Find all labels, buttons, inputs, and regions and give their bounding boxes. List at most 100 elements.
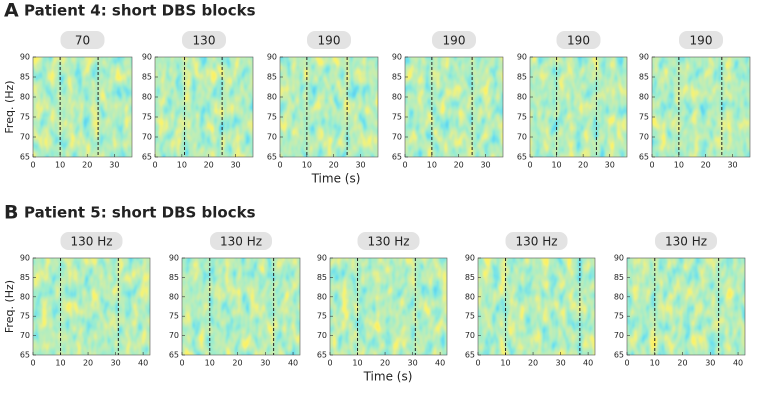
y-tick-label: 65 [20,153,30,162]
section-heading: Patient 4: short DBS blocks [24,2,256,20]
spectrogram [627,258,745,355]
title-box [357,232,420,250]
x-tick-label: 0 [624,359,629,368]
panel-title: 70 [75,34,90,48]
plot-frame [329,257,448,356]
x-tick-label: 10 [205,359,215,368]
y-axis-label: Freq. (Hz) [3,280,16,333]
y-tick-label: 65 [392,153,402,162]
y-tick-label: 80 [20,292,30,301]
x-tick-label: 40 [583,359,593,368]
x-tick-label: 30 [705,359,715,368]
y-tick-label: 90 [142,53,152,62]
title-box [432,31,476,49]
plot-frame [626,257,746,356]
x-tick-label: 10 [427,161,437,170]
y-tick-label: 80 [267,93,277,102]
y-tick-label: 90 [639,53,649,62]
x-tick-label: 20 [701,161,711,170]
x-tick-label: 20 [204,161,214,170]
plot-frame [477,257,596,356]
y-tick-label: 85 [392,73,402,82]
y-tick-label: 65 [169,351,179,360]
y-tick-label: 70 [392,133,402,142]
y-tick-label: 80 [317,292,327,301]
y-tick-label: 75 [517,113,527,122]
title-box [505,232,568,250]
panel-title: 130 [193,34,216,48]
title-box [60,31,105,49]
x-tick-label: 10 [55,359,65,368]
panel-title: 130 Hz [220,235,262,249]
title-box [655,232,717,250]
y-tick-label: 85 [267,73,277,82]
title-box [679,31,723,49]
y-axis-label: Freq. (Hz) [3,80,16,133]
x-tick-label: 0 [179,359,184,368]
y-tick-label: 90 [614,254,624,263]
y-tick-label: 75 [639,113,649,122]
x-tick-label: 10 [674,161,684,170]
y-tick-label: 85 [465,273,475,282]
y-tick-label: 65 [317,351,327,360]
title-box [307,31,351,49]
plot-frame [32,56,133,158]
x-tick-label: 0 [30,359,35,368]
x-tick-label: 10 [55,161,65,170]
y-tick-label: 70 [169,331,179,340]
x-tick-label: 0 [475,359,480,368]
y-tick-label: 85 [639,73,649,82]
x-axis-label: Time (s) [311,172,361,186]
y-tick-label: 80 [614,292,624,301]
y-tick-label: 65 [639,153,649,162]
spectrogram [330,258,447,355]
x-tick-label: 30 [480,161,490,170]
panel-title: 130 Hz [665,235,707,249]
x-tick-label: 30 [355,161,365,170]
x-tick-label: 40 [435,359,445,368]
y-tick-label: 80 [465,292,475,301]
y-tick-label: 85 [517,73,527,82]
x-tick-label: 30 [727,161,737,170]
y-tick-label: 90 [317,254,327,263]
x-tick-label: 0 [327,359,332,368]
y-tick-label: 75 [317,312,327,321]
x-tick-label: 10 [177,161,187,170]
spectrogram [33,57,132,157]
y-tick-label: 70 [20,133,30,142]
title-box [182,31,226,49]
y-tick-label: 90 [517,53,527,62]
panel-title: 190 [443,34,466,48]
y-tick-label: 70 [142,133,152,142]
title-box [210,232,272,250]
y-tick-label: 80 [639,93,649,102]
y-tick-label: 80 [392,93,402,102]
spectrogram [530,57,627,157]
y-tick-label: 85 [20,273,30,282]
y-tick-label: 90 [392,53,402,62]
x-tick-label: 30 [605,161,615,170]
x-tick-label: 40 [288,359,298,368]
panel-title: 190 [690,34,713,48]
y-tick-label: 65 [20,351,30,360]
y-tick-label: 75 [614,312,624,321]
spectrogram [405,57,503,157]
y-tick-label: 90 [169,254,179,263]
y-tick-label: 65 [142,153,152,162]
y-tick-label: 70 [317,331,327,340]
x-tick-label: 30 [407,359,417,368]
plot-frame [529,56,628,158]
x-tick-label: 10 [302,161,312,170]
section-letter: A [4,0,19,22]
y-tick-label: 65 [267,153,277,162]
x-tick-label: 10 [500,359,510,368]
y-tick-label: 90 [465,254,475,263]
x-tick-label: 0 [277,161,282,170]
section-heading: Patient 5: short DBS blocks [24,204,256,222]
y-tick-label: 75 [20,113,30,122]
y-tick-label: 65 [465,351,475,360]
x-tick-label: 10 [650,359,660,368]
panel-title: 190 [567,34,590,48]
x-tick-label: 20 [677,359,687,368]
